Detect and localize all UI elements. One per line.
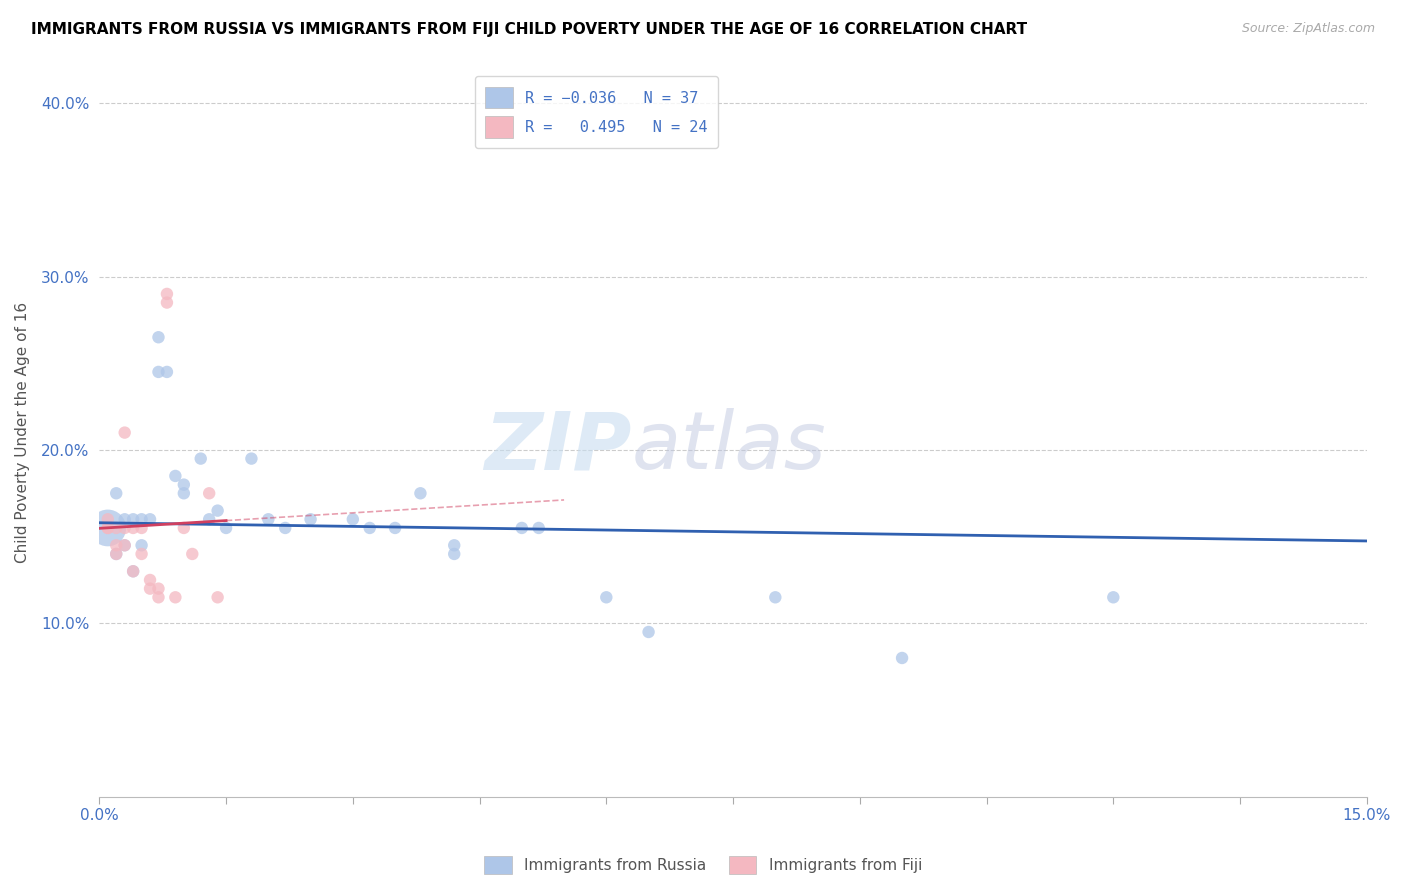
Point	[105, 538, 128, 552]
Point	[257, 512, 280, 526]
Point	[114, 521, 136, 535]
Point	[122, 512, 145, 526]
Point	[240, 451, 263, 466]
Point	[510, 521, 533, 535]
Point	[891, 651, 914, 665]
Y-axis label: Child Poverty Under the Age of 16: Child Poverty Under the Age of 16	[15, 302, 30, 563]
Point	[443, 547, 465, 561]
Text: IMMIGRANTS FROM RUSSIA VS IMMIGRANTS FROM FIJI CHILD POVERTY UNDER THE AGE OF 16: IMMIGRANTS FROM RUSSIA VS IMMIGRANTS FRO…	[31, 22, 1026, 37]
Point	[131, 521, 153, 535]
Point	[527, 521, 550, 535]
Point	[198, 486, 221, 500]
Point	[207, 591, 229, 605]
Point	[148, 591, 170, 605]
Point	[139, 573, 162, 587]
Text: Source: ZipAtlas.com: Source: ZipAtlas.com	[1241, 22, 1375, 36]
Point	[114, 425, 136, 440]
Point	[156, 286, 179, 301]
Point	[122, 564, 145, 578]
Point	[97, 521, 120, 535]
Point	[207, 503, 229, 517]
Point	[148, 365, 170, 379]
Text: ZIP: ZIP	[484, 409, 631, 486]
Point	[443, 538, 465, 552]
Point	[97, 512, 120, 526]
Point	[122, 521, 145, 535]
Point	[131, 538, 153, 552]
Point	[131, 547, 153, 561]
Point	[148, 330, 170, 344]
Point	[105, 486, 128, 500]
Point	[114, 538, 136, 552]
Point	[409, 486, 432, 500]
Point	[1102, 591, 1125, 605]
Point	[763, 591, 786, 605]
Point	[114, 512, 136, 526]
Point	[105, 547, 128, 561]
Point	[165, 591, 187, 605]
Point	[148, 582, 170, 596]
Point	[156, 365, 179, 379]
Text: atlas: atlas	[631, 409, 827, 486]
Point	[173, 477, 195, 491]
Point	[342, 512, 364, 526]
Point	[637, 624, 659, 639]
Point	[274, 521, 297, 535]
Point	[595, 591, 617, 605]
Point	[139, 512, 162, 526]
Point	[173, 521, 195, 535]
Point	[122, 564, 145, 578]
Legend: Immigrants from Russia, Immigrants from Fiji: Immigrants from Russia, Immigrants from …	[478, 850, 928, 880]
Point	[114, 538, 136, 552]
Point	[384, 521, 406, 535]
Point	[198, 512, 221, 526]
Point	[97, 521, 120, 535]
Point	[181, 547, 204, 561]
Point	[105, 521, 128, 535]
Legend: R = −0.036   N = 37, R =   0.495   N = 24: R = −0.036 N = 37, R = 0.495 N = 24	[475, 76, 718, 148]
Point	[173, 486, 195, 500]
Point	[299, 512, 322, 526]
Point	[215, 521, 238, 535]
Point	[156, 295, 179, 310]
Point	[131, 512, 153, 526]
Point	[190, 451, 212, 466]
Point	[359, 521, 381, 535]
Point	[139, 582, 162, 596]
Point	[165, 469, 187, 483]
Point	[105, 547, 128, 561]
Point	[97, 521, 120, 535]
